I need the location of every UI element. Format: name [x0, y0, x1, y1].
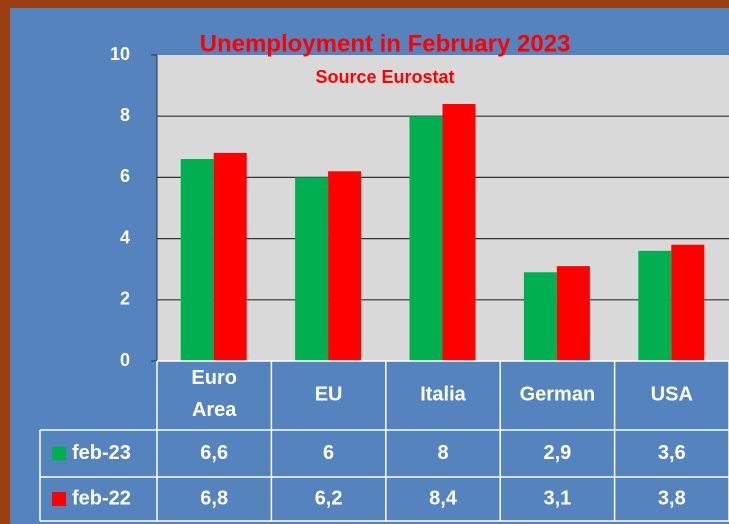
- category-label: EU: [315, 383, 343, 405]
- table-value: 3,1: [543, 487, 571, 509]
- bar: [328, 171, 362, 361]
- table-value: 8: [437, 442, 448, 464]
- bar: [180, 159, 214, 361]
- y-tick-label: 10: [110, 44, 130, 64]
- chart-title: Unemployment in February 2023: [200, 30, 571, 57]
- table-value: 3,8: [658, 487, 686, 509]
- table-value: 2,9: [543, 442, 571, 464]
- table-value: 6,8: [200, 487, 228, 509]
- y-tick-label: 2: [120, 289, 130, 309]
- category-label: Euro Area: [191, 367, 237, 421]
- table-value: 3,6: [658, 442, 686, 464]
- y-tick-label: 0: [120, 350, 130, 370]
- legend-label: feb-22: [72, 487, 131, 509]
- category-label: German: [520, 383, 596, 405]
- table-value: 6,2: [315, 487, 343, 509]
- category-label: Italia: [420, 383, 466, 405]
- y-tick-label: 8: [120, 105, 130, 125]
- bar: [295, 177, 329, 361]
- chart-subtitle: Source Eurostat: [315, 67, 454, 87]
- legend-key: [52, 492, 66, 506]
- bar: [638, 250, 672, 361]
- legend-label: feb-23: [72, 442, 131, 464]
- category-label: USA: [651, 383, 693, 405]
- bar: [409, 116, 443, 361]
- bar: [442, 103, 476, 362]
- y-tick-label: 6: [120, 166, 130, 186]
- bar: [523, 272, 557, 361]
- table-value: 6,6: [200, 442, 228, 464]
- bar: [671, 244, 705, 361]
- table-value: 6: [323, 442, 334, 464]
- legend-key: [52, 446, 66, 461]
- bar: [213, 152, 247, 361]
- y-tick-label: 4: [120, 227, 130, 247]
- bar: [556, 266, 590, 361]
- table-value: 8,4: [429, 487, 458, 509]
